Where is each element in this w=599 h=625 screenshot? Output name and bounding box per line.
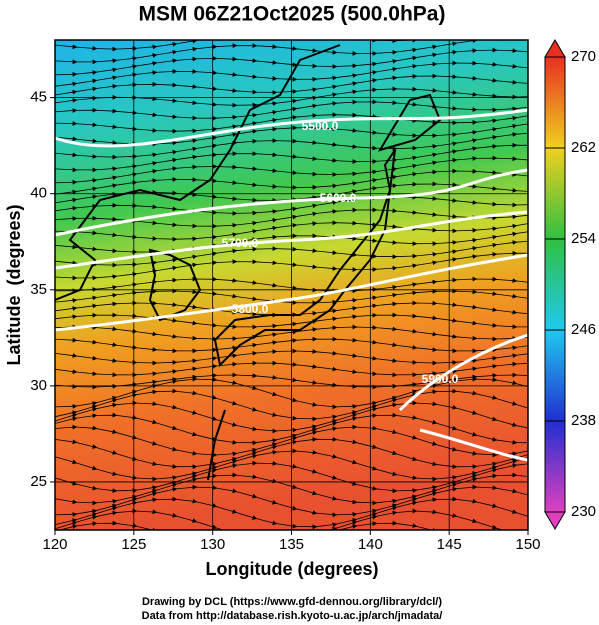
x-tick-label: 145 xyxy=(437,536,462,553)
y-tick-label: 45 xyxy=(30,89,47,106)
x-tick-label: 150 xyxy=(515,536,540,553)
colorbar-extend-top xyxy=(544,39,566,58)
contour-line xyxy=(398,333,528,462)
coast-mainland xyxy=(55,44,341,301)
x-tick-label: 125 xyxy=(121,536,146,553)
colorbar-tick-label: 270 xyxy=(571,48,596,65)
x-tick-label: 130 xyxy=(200,536,225,553)
y-axis-label: Latitude (degrees) xyxy=(4,204,24,365)
credit-line: Data from http://database.rish.kyoto-u.a… xyxy=(142,610,443,622)
y-tick-label: 30 xyxy=(30,377,47,394)
contour-line xyxy=(55,210,528,270)
streamline xyxy=(58,520,518,530)
colorbar xyxy=(544,56,566,513)
streamline xyxy=(55,250,528,281)
x-tick-label: 135 xyxy=(279,536,304,553)
contour-label: 5700.0 xyxy=(222,236,259,250)
contour-line xyxy=(55,108,528,148)
contour-label: 5500.0 xyxy=(302,119,339,133)
colorbar-tick-label: 262 xyxy=(571,139,596,156)
contour-line xyxy=(55,253,528,332)
coastlines xyxy=(55,44,442,481)
colorbar-tick-label: 254 xyxy=(571,230,596,247)
coast-korea xyxy=(148,248,202,322)
coast-japan xyxy=(213,149,396,368)
streamline xyxy=(55,312,528,330)
colorbar-tick-label: 238 xyxy=(571,412,596,429)
y-tick-label: 25 xyxy=(30,473,47,490)
coast-hokkaido xyxy=(377,93,442,152)
colorbar-extend-bottom xyxy=(544,511,566,530)
contour-line xyxy=(55,168,528,237)
contour-label: 5800.0 xyxy=(232,302,269,316)
chart-title: MSM 06Z21Oct2025 (500.0hPa) xyxy=(139,3,446,26)
streamline xyxy=(55,276,528,294)
streamline xyxy=(55,324,528,342)
streamlines xyxy=(55,40,528,530)
coast-taiwan xyxy=(207,409,226,481)
height-contours xyxy=(55,108,528,462)
credit-line: Drawing by DCL (https://www.gfd-dennou.o… xyxy=(142,596,442,608)
x-tick-label: 140 xyxy=(358,536,383,553)
x-axis-label: Longitude (degrees) xyxy=(205,559,378,579)
streamline xyxy=(55,508,518,530)
contour-label: 5900.0 xyxy=(422,372,459,386)
y-tick-label: 40 xyxy=(30,185,47,202)
contour-label: 5600.0 xyxy=(320,191,357,205)
x-tick-label: 120 xyxy=(42,536,67,553)
colorbar-tick-label: 246 xyxy=(571,321,596,338)
y-tick-label: 35 xyxy=(30,281,47,298)
colorbar-tick-label: 230 xyxy=(571,503,596,520)
